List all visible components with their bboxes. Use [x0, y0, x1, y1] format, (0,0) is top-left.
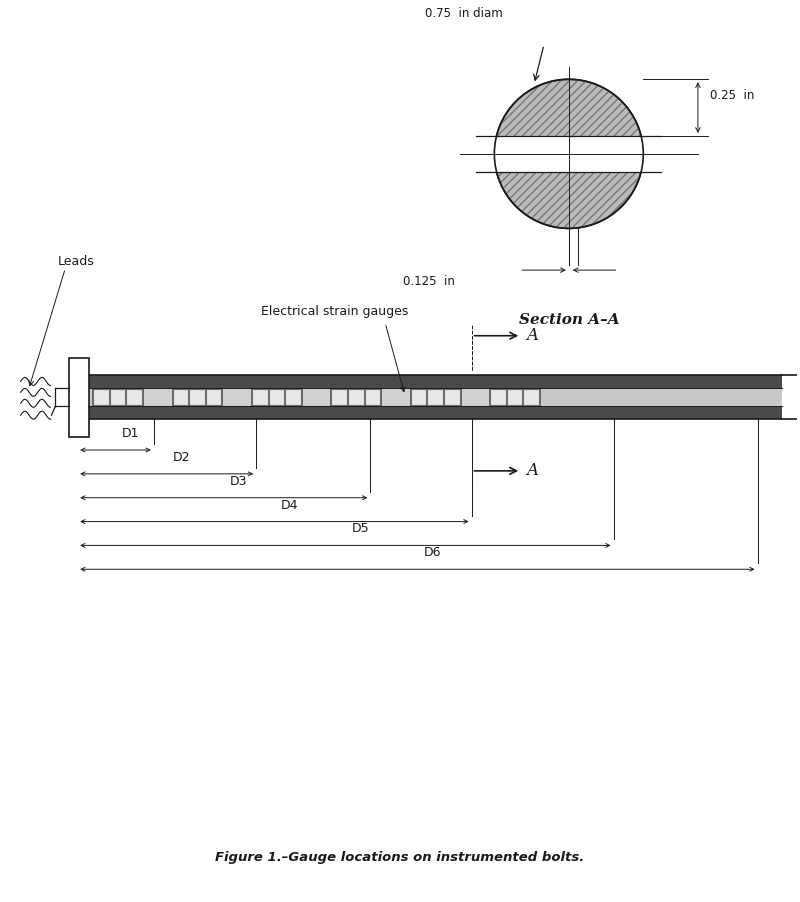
Polygon shape: [171, 389, 223, 406]
Polygon shape: [382, 389, 410, 406]
Text: A: A: [526, 327, 538, 345]
Polygon shape: [462, 389, 490, 406]
Text: D1: D1: [122, 427, 139, 440]
Polygon shape: [508, 390, 522, 405]
Polygon shape: [491, 390, 506, 405]
Polygon shape: [410, 389, 462, 406]
Polygon shape: [525, 390, 539, 405]
Polygon shape: [494, 79, 643, 228]
Text: 0.25  in: 0.25 in: [710, 89, 754, 102]
Polygon shape: [190, 390, 205, 405]
Polygon shape: [110, 390, 126, 405]
Text: Electrical strain gauges: Electrical strain gauges: [261, 305, 408, 318]
Polygon shape: [78, 375, 782, 389]
Polygon shape: [94, 390, 109, 405]
Text: D6: D6: [423, 547, 441, 559]
Polygon shape: [412, 390, 426, 405]
Text: D2: D2: [173, 451, 190, 464]
Polygon shape: [251, 389, 302, 406]
Polygon shape: [70, 357, 89, 437]
Polygon shape: [302, 389, 330, 406]
Text: Section A–A: Section A–A: [518, 313, 619, 327]
Text: A: A: [526, 463, 538, 479]
Polygon shape: [366, 390, 380, 405]
Polygon shape: [445, 390, 459, 405]
Polygon shape: [78, 375, 782, 419]
Text: 0.75  in diam: 0.75 in diam: [425, 6, 502, 20]
Polygon shape: [78, 406, 782, 419]
Polygon shape: [477, 136, 661, 171]
Polygon shape: [206, 390, 222, 405]
Text: D3: D3: [230, 474, 247, 488]
Polygon shape: [286, 390, 301, 405]
Polygon shape: [223, 389, 251, 406]
Polygon shape: [270, 390, 284, 405]
Polygon shape: [174, 390, 188, 405]
Text: Leads: Leads: [58, 255, 94, 268]
Polygon shape: [253, 390, 267, 405]
Polygon shape: [127, 390, 142, 405]
Polygon shape: [349, 390, 363, 405]
Polygon shape: [429, 390, 443, 405]
Polygon shape: [92, 389, 144, 406]
Polygon shape: [490, 389, 541, 406]
Text: 0.125  in: 0.125 in: [402, 275, 454, 288]
Polygon shape: [333, 390, 347, 405]
Text: D5: D5: [351, 522, 369, 536]
Text: D4: D4: [281, 499, 298, 511]
Polygon shape: [144, 389, 171, 406]
Polygon shape: [330, 389, 382, 406]
Text: Figure 1.–Gauge locations on instrumented bolts.: Figure 1.–Gauge locations on instrumente…: [215, 851, 585, 864]
